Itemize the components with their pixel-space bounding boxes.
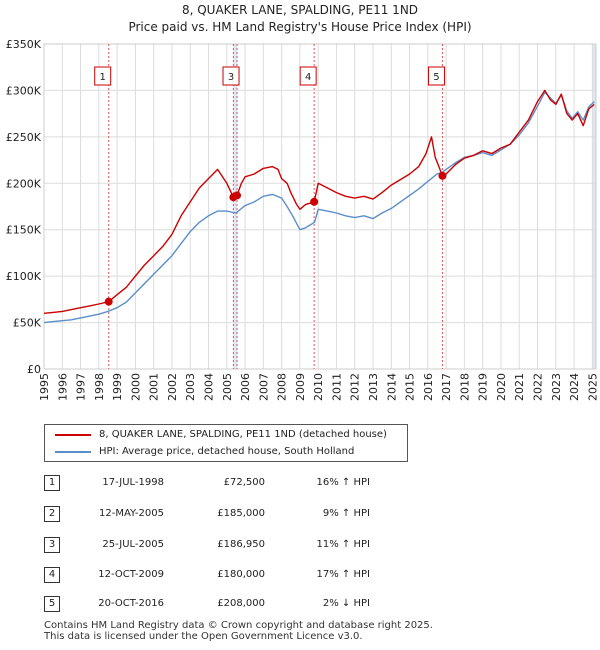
transaction-number: 2: [44, 506, 60, 522]
x-tick-label: 2014: [385, 373, 398, 401]
legend-label-property: 8, QUAKER LANE, SPALDING, PE11 1ND (deta…: [99, 429, 387, 440]
x-tick-label: 1996: [56, 373, 69, 401]
transaction-label-number: 5: [433, 72, 439, 83]
x-tick-label: 2018: [458, 373, 471, 401]
transaction-label-number: 1: [100, 72, 106, 83]
transaction-label: 4: [299, 66, 317, 86]
transaction-marker: [438, 171, 447, 180]
transaction-number: 3: [44, 537, 60, 553]
transaction-price: £180,000: [217, 569, 265, 580]
y-tick-label: £0: [27, 363, 41, 376]
x-tick-label: 2004: [203, 373, 216, 401]
transaction-date: 25-JUL-2005: [102, 539, 164, 550]
x-tick-label: 2025: [586, 373, 599, 401]
transaction-label: 3: [222, 66, 240, 86]
transaction-label: 1: [94, 66, 112, 86]
transaction-marker: [104, 297, 113, 306]
x-tick-label: 2010: [312, 373, 325, 401]
y-tick-label: £200K: [6, 177, 42, 190]
y-tick-label: £150K: [6, 224, 42, 237]
x-tick-label: 2006: [239, 373, 252, 401]
transaction-label-box: [94, 66, 112, 86]
x-tick-label: 2008: [276, 373, 289, 401]
legend-label-hpi: HPI: Average price, detached house, Sout…: [99, 446, 355, 457]
chart-legend: 8, QUAKER LANE, SPALDING, PE11 1ND (deta…: [44, 424, 408, 462]
transaction-hpi-diff: 2% ↓ HPI: [322, 598, 370, 609]
legend-swatch-hpi: [55, 451, 91, 453]
legend-swatch-property: [55, 434, 91, 436]
transaction-date: 17-JUL-1998: [102, 477, 164, 488]
price-chart: £0 £50K £100K £150K £200K £250K £300K £350K 1995…: [6, 38, 600, 401]
transaction-price: £185,000: [217, 508, 265, 519]
y-tick-label: £300K: [6, 84, 42, 97]
transaction-number: 1: [44, 475, 60, 491]
x-tick-label: 2007: [257, 373, 270, 401]
x-tick-label: 2005: [221, 373, 234, 401]
x-tick-label: 1998: [93, 373, 106, 401]
x-tick-label: 2015: [404, 373, 417, 401]
series-line-property: [43, 89, 595, 314]
x-tick-label: 2024: [568, 373, 581, 401]
transaction-date: 12-OCT-2009: [98, 569, 164, 580]
y-tick-label: £50K: [13, 317, 42, 330]
x-tick-label: 2003: [184, 373, 197, 401]
series-line-hpi: [43, 91, 595, 324]
transaction-label: 5: [427, 66, 445, 86]
x-tick-label: 2009: [294, 373, 307, 401]
transaction-label-number: 3: [228, 72, 234, 83]
x-tick-label: 2017: [440, 373, 453, 401]
shaded-period: [233, 44, 238, 369]
x-tick-label: 2001: [148, 373, 161, 401]
x-tick-label: 2002: [166, 373, 179, 401]
x-tick-label: 2019: [477, 373, 490, 401]
transaction-label-box: [427, 66, 445, 86]
transaction-price: £72,500: [223, 477, 265, 488]
forecast-shade: [592, 44, 596, 369]
y-tick-label: £250K: [6, 131, 42, 144]
table-row: 2 12-MAY-2005 £185,000 9% ↑ HPI: [0, 504, 600, 524]
transaction-hpi-diff: 17% ↑ HPI: [316, 569, 370, 580]
x-tick-label: 2020: [495, 373, 508, 401]
x-tick-label: 2011: [330, 373, 343, 401]
footer-copyright: Contains HM Land Registry data © Crown c…: [44, 620, 433, 631]
y-tick-label: £100K: [6, 270, 42, 283]
x-tick-label: 2013: [367, 373, 380, 401]
x-tick-label: 2023: [550, 373, 563, 401]
x-tick-label: 2000: [129, 373, 142, 401]
plot-frame: [43, 43, 597, 370]
x-tick-label: 2016: [422, 373, 435, 401]
transaction-date: 12-MAY-2005: [98, 508, 164, 519]
transaction-date: 20-OCT-2016: [98, 598, 164, 609]
x-tick-label: 1997: [75, 373, 88, 401]
transaction-label-number: 4: [305, 72, 311, 83]
transaction-marker: [310, 197, 319, 206]
chart-title-address: 8, QUAKER LANE, SPALDING, PE11 1ND: [181, 3, 419, 17]
x-tick-label: 2021: [513, 373, 526, 401]
y-tick-label: £350K: [6, 38, 42, 51]
transaction-hpi-diff: 16% ↑ HPI: [316, 477, 370, 488]
transaction-marker: [233, 191, 242, 200]
table-row: 1 17-JUL-1998 £72,500 16% ↑ HPI: [0, 473, 600, 493]
x-tick-label: 1995: [38, 373, 51, 401]
plot-area: [44, 44, 596, 369]
table-row: 4 12-OCT-2009 £180,000 17% ↑ HPI: [0, 565, 600, 585]
table-row: 5 20-OCT-2016 £208,000 2% ↓ HPI: [0, 594, 600, 614]
table-row: 3 25-JUL-2005 £186,950 11% ↑ HPI: [0, 535, 600, 555]
transaction-number: 4: [44, 567, 60, 583]
transaction-hpi-diff: 9% ↑ HPI: [322, 508, 370, 519]
transaction-hpi-diff: 11% ↑ HPI: [316, 539, 370, 550]
x-tick-label: 2022: [532, 373, 545, 401]
transaction-price: £186,950: [217, 539, 265, 550]
transaction-label-box: [222, 66, 240, 86]
transaction-price: £208,000: [217, 598, 265, 609]
transaction-label-box: [299, 66, 317, 86]
transaction-number: 5: [44, 596, 60, 612]
x-tick-label: 1999: [111, 373, 124, 401]
footer-license: This data is licensed under the Open Gov…: [44, 631, 363, 642]
chart-subtitle: Price paid vs. HM Land Registry's House …: [128, 20, 472, 34]
x-tick-label: 2012: [349, 373, 362, 401]
